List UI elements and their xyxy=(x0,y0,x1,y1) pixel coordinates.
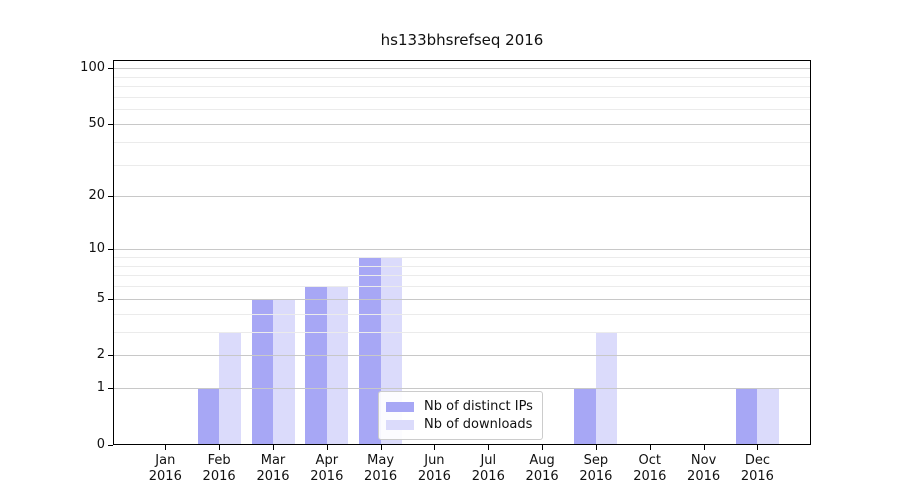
x-tick-label: May 2016 xyxy=(364,453,398,484)
gridline-minor xyxy=(114,332,810,333)
y-tick xyxy=(108,355,113,356)
gridline-minor xyxy=(114,266,810,267)
x-tick-label: Nov 2016 xyxy=(687,453,721,484)
gridline-minor xyxy=(114,142,810,143)
bar-downloads xyxy=(326,286,349,444)
x-tick xyxy=(273,445,274,450)
x-tick xyxy=(488,445,489,450)
gridline-major xyxy=(114,388,810,389)
x-tick xyxy=(542,445,543,450)
bar-distinct-ips xyxy=(359,257,381,444)
y-tick-label: 100 xyxy=(80,60,105,75)
x-tick-label: Sep 2016 xyxy=(579,453,613,484)
x-tick-label: Feb 2016 xyxy=(202,453,236,484)
x-tick xyxy=(165,445,166,450)
x-tick xyxy=(757,445,758,450)
x-tick-label: Jun 2016 xyxy=(417,453,451,484)
gridline-minor xyxy=(114,286,810,287)
bar-downloads xyxy=(595,331,618,444)
y-tick-label: 5 xyxy=(96,291,105,306)
y-tick xyxy=(108,68,113,69)
x-tick-label: Apr 2016 xyxy=(310,453,344,484)
x-tick-label: Jul 2016 xyxy=(471,453,505,484)
y-tick xyxy=(108,299,113,300)
bar-downloads xyxy=(757,388,779,444)
x-tick xyxy=(327,445,328,450)
bar-distinct-ips xyxy=(197,388,220,444)
gridline-minor xyxy=(114,165,810,166)
legend: Nb of distinct IPs Nb of downloads xyxy=(378,391,543,440)
gridline-minor xyxy=(114,257,810,258)
x-tick-label: Mar 2016 xyxy=(256,453,290,484)
legend-swatch-distinct-ips xyxy=(386,401,414,412)
bar-downloads xyxy=(219,331,241,444)
x-tick xyxy=(596,445,597,450)
gridline-major xyxy=(114,196,810,197)
y-tick-label: 50 xyxy=(88,116,105,131)
gridline-major xyxy=(114,249,810,250)
legend-label-distinct-ips: Nb of distinct IPs xyxy=(424,399,533,414)
y-tick xyxy=(108,249,113,250)
bar-distinct-ips xyxy=(251,298,273,444)
gridline-major xyxy=(114,299,810,300)
x-tick-label: Dec 2016 xyxy=(740,453,774,484)
gridline-minor xyxy=(114,77,810,78)
gridline-minor xyxy=(114,275,810,276)
x-tick xyxy=(381,445,382,450)
x-tick xyxy=(434,445,435,450)
gridline-major xyxy=(114,68,810,69)
x-tick-label: Oct 2016 xyxy=(633,453,667,484)
bar-distinct-ips xyxy=(735,388,758,444)
legend-item-downloads: Nb of downloads xyxy=(386,416,533,433)
legend-label-downloads: Nb of downloads xyxy=(424,417,533,432)
y-tick-label: 20 xyxy=(88,188,105,203)
legend-item-distinct-ips: Nb of distinct IPs xyxy=(386,398,533,415)
x-tick xyxy=(650,445,651,450)
gridline-minor xyxy=(114,97,810,98)
y-tick xyxy=(108,388,113,389)
bar-distinct-ips xyxy=(574,388,596,444)
x-tick-label: Jan 2016 xyxy=(148,453,182,484)
bar-downloads xyxy=(273,298,295,444)
x-tick xyxy=(704,445,705,450)
gridline-minor xyxy=(114,109,810,110)
gridline-minor xyxy=(114,86,810,87)
y-tick-label: 0 xyxy=(96,437,105,452)
bar-distinct-ips xyxy=(305,286,327,444)
y-tick xyxy=(108,196,113,197)
gridline-major xyxy=(114,124,810,125)
y-tick xyxy=(108,124,113,125)
x-tick xyxy=(219,445,220,450)
x-tick-label: Aug 2016 xyxy=(525,453,559,484)
gridline-major xyxy=(114,355,810,356)
y-tick-label: 1 xyxy=(96,380,105,395)
y-tick xyxy=(108,445,113,446)
chart-title: hs133bhsrefseq 2016 xyxy=(380,31,544,49)
y-tick-label: 2 xyxy=(96,347,105,362)
gridline-minor xyxy=(114,314,810,315)
legend-swatch-downloads xyxy=(386,419,414,430)
y-tick-label: 10 xyxy=(88,241,105,256)
